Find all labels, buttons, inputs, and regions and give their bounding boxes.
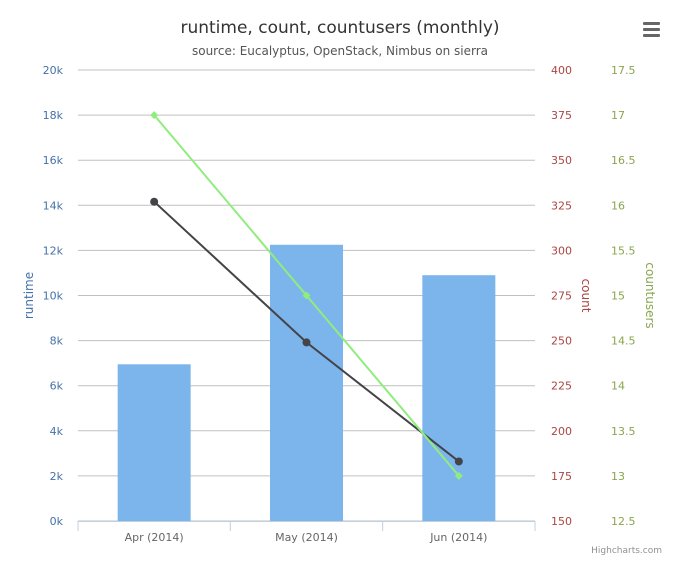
tick-label: 12k: [43, 244, 64, 257]
tick-label: 325: [551, 199, 572, 212]
tick-label: 18k: [43, 109, 64, 122]
tick-label: 10k: [43, 290, 64, 303]
tick-label: 13.5: [611, 425, 636, 438]
tick-label: 14.5: [611, 335, 636, 348]
x-axis: Apr (2014) May (2014) Jun (2014): [77, 521, 536, 544]
tick-label: 13: [611, 470, 625, 483]
tick-label: 15.5: [611, 244, 636, 257]
tick-label: 17: [611, 109, 625, 122]
data-point[interactable]: [454, 471, 463, 480]
tick-label: 14k: [43, 199, 64, 212]
tick-label: 8k: [50, 335, 64, 348]
tick-label: 16k: [43, 154, 64, 167]
menu-icon[interactable]: [638, 16, 664, 42]
axis-title: countusers: [643, 262, 657, 328]
axis-title: count: [579, 279, 593, 313]
data-point[interactable]: [150, 111, 159, 120]
bar[interactable]: [270, 244, 343, 521]
tick-label: 225: [551, 380, 572, 393]
bar[interactable]: [422, 275, 496, 521]
bar-series: [117, 244, 496, 521]
category-label: Apr (2014): [125, 531, 184, 544]
tick-label: 20k: [43, 64, 64, 77]
tick-label: 175: [551, 470, 572, 483]
tick-label: 200: [551, 425, 572, 438]
tick-label: 350: [551, 154, 572, 167]
runtime-axis: 0k 2k 4k 6k 8k 10k 12k 14k 16k 18k 20k runtime: [22, 64, 64, 528]
tick-label: 0k: [50, 515, 64, 528]
data-point[interactable]: [454, 457, 463, 466]
tick-label: 375: [551, 109, 572, 122]
bar[interactable]: [117, 364, 191, 521]
tick-label: 400: [551, 64, 572, 77]
tick-label: 275: [551, 290, 572, 303]
tick-label: 12.5: [611, 515, 636, 528]
tick-label: 6k: [50, 380, 64, 393]
line-series: [150, 111, 463, 480]
category-label: Jun (2014): [429, 531, 487, 544]
tick-label: 17.5: [611, 64, 636, 77]
data-point[interactable]: [150, 197, 159, 206]
tick-label: 16: [611, 199, 625, 212]
axis-title: runtime: [22, 272, 36, 319]
category-label: May (2014): [275, 531, 338, 544]
tick-label: 250: [551, 335, 572, 348]
tick-label: 300: [551, 244, 572, 257]
tick-label: 15: [611, 290, 625, 303]
tick-label: 150: [551, 515, 572, 528]
chart-title: runtime, count, countusers (monthly): [180, 18, 499, 38]
tick-label: 4k: [50, 425, 64, 438]
credits-link[interactable]: Highcharts.com: [591, 546, 662, 556]
tick-label: 14: [611, 380, 625, 393]
count-axis: 150 175 200 225 250 275 300 325 350 375 400 count: [551, 64, 593, 528]
tick-label: 2k: [50, 470, 64, 483]
countusers-axis: 12.5 13 13.5 14 14.5 15 15.5 16 16.5 17 17.5 countu…: [611, 64, 657, 528]
data-point[interactable]: [302, 291, 311, 300]
chart-subtitle: source: Eucalyptus, OpenStack, Nimbus on…: [192, 44, 488, 58]
data-point[interactable]: [302, 338, 311, 347]
tick-label: 16.5: [611, 154, 636, 167]
